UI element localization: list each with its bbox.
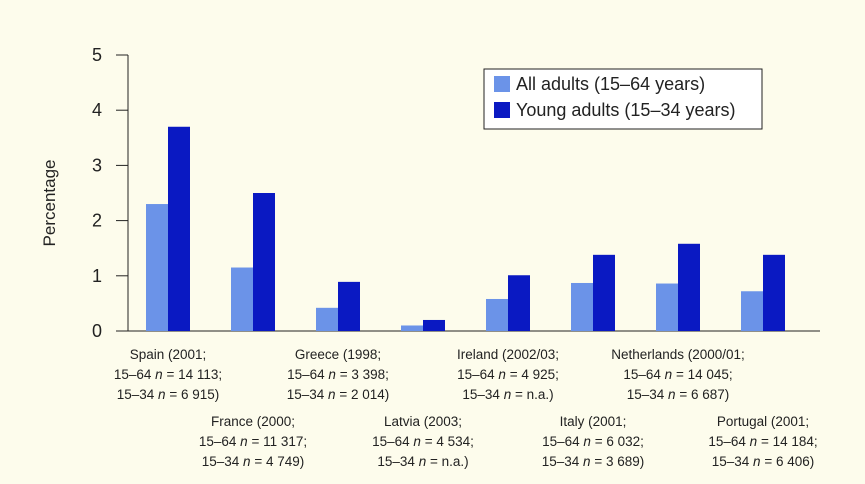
category-label: Italy (2001; 15–64 n = 6 032; 15–34 n = 3 … — [542, 414, 644, 469]
legend-swatch — [494, 102, 510, 118]
bar-young-adults — [593, 254, 615, 331]
category-labels: Spain (2001; 15–64 n = 14 113; 15–34 n = 6… — [114, 347, 818, 469]
bar-young-adults — [678, 243, 700, 331]
bar-all-adults — [741, 291, 763, 331]
category-label: Latvia (2003; 15–64 n = 4 534; 15–34 n = n… — [372, 414, 474, 469]
bar-all-adults — [316, 307, 338, 331]
bar-all-adults — [146, 204, 168, 331]
legend: All adults (15–64 years) Young adults (15… — [483, 68, 763, 130]
legend-label: Young adults (15–34 years) — [516, 100, 736, 120]
bar-young-adults — [253, 193, 275, 331]
y-tick-label: 4 — [92, 100, 102, 120]
legend-swatch — [494, 76, 510, 92]
bar-all-adults — [401, 325, 423, 331]
bar-young-adults — [508, 275, 530, 331]
bar-all-adults — [231, 267, 253, 331]
category-label: Greece (1998; 15–64 n = 3 398; 15–34 n = 2… — [287, 347, 389, 402]
bars — [146, 126, 785, 331]
bar-all-adults — [486, 298, 508, 331]
y-tick-label: 0 — [92, 321, 102, 341]
y-tick-label: 5 — [92, 45, 102, 65]
y-tick-label: 1 — [92, 266, 102, 286]
category-label: Netherlands (2000/01; 15–64 n = 14 045; 15… — [611, 347, 745, 402]
category-label: Portugal (2001; 15–64 n = 14 184; 15–34 n … — [708, 414, 817, 469]
bar-all-adults — [571, 282, 593, 331]
category-label: Ireland (2002/03; 15–64 n = 4 925; 15–34 n… — [457, 347, 559, 402]
y-axis-title: Percentage — [40, 160, 59, 247]
bar-young-adults — [338, 281, 360, 331]
bar-young-adults — [423, 319, 445, 331]
bar-young-adults — [763, 254, 785, 331]
y-tick-label: 2 — [92, 211, 102, 231]
legend-box — [483, 68, 763, 130]
legend-label: All adults (15–64 years) — [516, 74, 705, 94]
bar-young-adults — [168, 126, 190, 331]
category-label: Spain (2001; 15–64 n = 14 113; 15–34 n = 6… — [114, 347, 222, 402]
y-tick-label: 3 — [92, 155, 102, 175]
category-label: France (2000; 15–64 n = 11 317; 15–34 n = … — [199, 414, 307, 469]
bar-all-adults — [656, 283, 678, 331]
